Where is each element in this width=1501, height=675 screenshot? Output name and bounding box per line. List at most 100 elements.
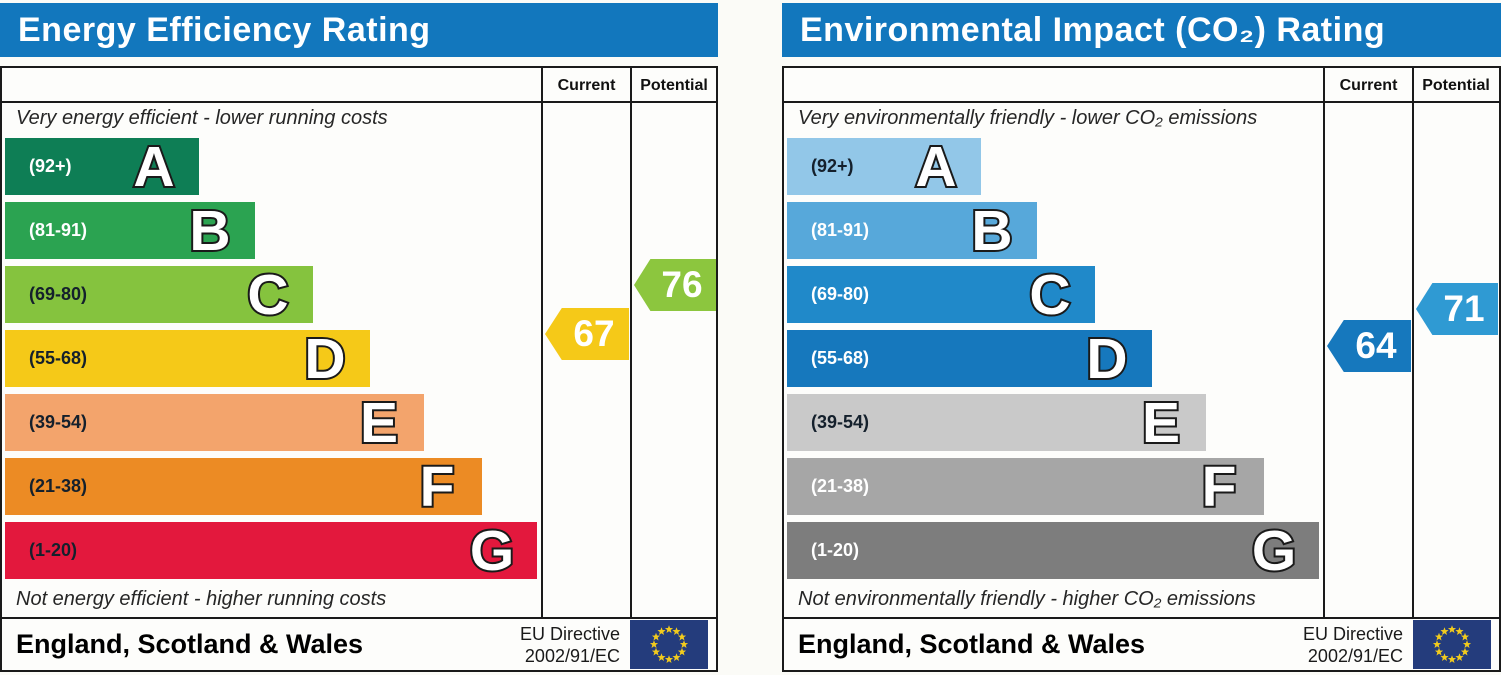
energy-chart-box: Current Potential Very energy efficient … [0, 66, 718, 672]
potential-column-header: Potential [1422, 77, 1490, 94]
band-bar-b: (81-91) B [787, 202, 1038, 259]
band-bar-c: (69-80) C [5, 266, 314, 323]
band-range-label: (55-68) [811, 348, 870, 368]
band-row-a: (92+) A [5, 138, 540, 195]
current-column-divider [1323, 68, 1325, 617]
band-letter-c: C [1028, 266, 1073, 323]
band-letter-d: D [302, 330, 347, 387]
svg-text:E: E [1142, 394, 1180, 451]
top-caption: Very energy efficient - lower running co… [16, 107, 388, 129]
svg-text:D: D [1086, 330, 1127, 387]
band-range-label: (81-91) [811, 220, 870, 240]
eu-flag-icon [1413, 620, 1491, 669]
energy-panel-title: Energy Efficiency Rating [18, 10, 431, 49]
environmental-title-bar: Environmental Impact (CO₂) Rating [782, 3, 1501, 57]
band-range-label: (1-20) [811, 540, 860, 560]
band-bar-a: (92+) A [5, 138, 199, 195]
band-letter-g: G [468, 522, 516, 579]
band-letter-f: F [417, 458, 456, 515]
environmental-impact-panel: Environmental Impact (CO₂) Rating Curren… [782, 3, 1501, 672]
bands: (92+) A (81-91) B (69-80) C (55-68) D (39-54) E (2… [787, 138, 1322, 586]
eu-flag-icon [630, 620, 708, 669]
current-column-header: Current [557, 77, 616, 94]
band-bar-e: (39-54) E [787, 394, 1207, 451]
svg-text:F: F [419, 458, 454, 515]
region-label: England, Scotland & Wales [16, 629, 364, 659]
band-range-label: (92+) [811, 156, 854, 176]
potential-column-header: Potential [640, 77, 708, 94]
current-rating-value: 67 [573, 313, 615, 354]
current-column-divider [541, 68, 543, 617]
band-bar-g: (1-20) G [787, 522, 1319, 579]
eu-directive-line1: EU Directive [519, 623, 620, 644]
band-letter-d: D [1084, 330, 1129, 387]
eu-directive-label: EU Directive 2002/91/EC [520, 623, 620, 667]
potential-column-divider [1412, 68, 1414, 617]
band-row-d: (55-68) D [787, 330, 1322, 387]
svg-text:B: B [190, 202, 231, 259]
band-range-label: (69-80) [811, 284, 870, 304]
environmental-chart-area: Current Potential Very environmentally f… [784, 68, 1499, 617]
band-row-b: (81-91) B [787, 202, 1322, 259]
svg-text:C: C [248, 266, 289, 323]
band-letter-e: E [1140, 394, 1182, 451]
svg-text:G: G [470, 522, 514, 579]
band-row-e: (39-54) E [787, 394, 1322, 451]
band-row-d: (55-68) D [5, 330, 540, 387]
band-letter-b: B [970, 202, 1015, 259]
potential-rating-arrow: 76 [634, 259, 716, 311]
svg-text:D: D [304, 330, 345, 387]
band-letter-b: B [188, 202, 233, 259]
band-row-g: (1-20) G [5, 522, 540, 579]
header-separator [784, 101, 1499, 103]
region-label: England, Scotland & Wales [798, 629, 1146, 659]
bottom-caption: Not environmentally friendly - higher CO… [798, 588, 1256, 610]
band-range-label: (21-38) [811, 476, 870, 496]
environmental-footer: England, Scotland & Wales EU Directive 2… [784, 617, 1499, 670]
svg-text:E: E [360, 394, 398, 451]
band-letter-g: G [1250, 522, 1298, 579]
header-separator [2, 101, 716, 103]
svg-text:G: G [1252, 522, 1296, 579]
band-bar-d: (55-68) D [5, 330, 370, 387]
band-range-label: (69-80) [29, 284, 88, 304]
band-range-label: (21-38) [29, 476, 88, 496]
band-bar-d: (55-68) D [787, 330, 1152, 387]
band-letter-f: F [1199, 458, 1238, 515]
band-row-b: (81-91) B [5, 202, 540, 259]
bottom-caption: Not energy efficient - higher running co… [16, 588, 387, 610]
band-row-g: (1-20) G [787, 522, 1322, 579]
band-letter-a: A [913, 138, 958, 195]
current-rating-value: 64 [1355, 325, 1397, 366]
eu-directive-line1: EU Directive [1302, 623, 1403, 644]
band-range-label: (81-91) [29, 220, 88, 240]
eu-directive-label: EU Directive 2002/91/EC [1303, 623, 1403, 667]
band-letter-e: E [358, 394, 400, 451]
svg-text:A: A [133, 138, 174, 195]
band-row-f: (21-38) F [5, 458, 540, 515]
band-row-f: (21-38) F [787, 458, 1322, 515]
svg-text:B: B [972, 202, 1013, 259]
band-row-c: (69-80) C [5, 266, 540, 323]
energy-efficiency-panel: Energy Efficiency Rating Current Potenti… [0, 3, 718, 672]
svg-text:A: A [915, 138, 956, 195]
band-row-e: (39-54) E [5, 394, 540, 451]
band-range-label: (55-68) [29, 348, 88, 368]
current-rating-arrow: 64 [1327, 320, 1411, 372]
potential-column-divider [630, 68, 632, 617]
potential-rating-value: 71 [1443, 288, 1485, 329]
eu-directive-line2: 2002/91/EC [1307, 645, 1403, 666]
potential-rating-arrow: 71 [1416, 283, 1498, 335]
bands: (92+) A (81-91) B (69-80) C (55-68) D (39-54) E (2… [5, 138, 540, 586]
energy-title-bar: Energy Efficiency Rating [0, 3, 718, 57]
energy-footer: England, Scotland & Wales EU Directive 2… [2, 617, 716, 670]
band-range-label: (39-54) [811, 412, 870, 432]
energy-chart-area: Current Potential Very energy efficient … [2, 68, 716, 617]
band-bar-b: (81-91) B [5, 202, 256, 259]
current-rating-arrow: 67 [545, 308, 629, 360]
band-bar-c: (69-80) C [787, 266, 1096, 323]
band-range-label: (1-20) [29, 540, 78, 560]
eu-directive-line2: 2002/91/EC [524, 645, 620, 666]
band-bar-f: (21-38) F [787, 458, 1264, 515]
